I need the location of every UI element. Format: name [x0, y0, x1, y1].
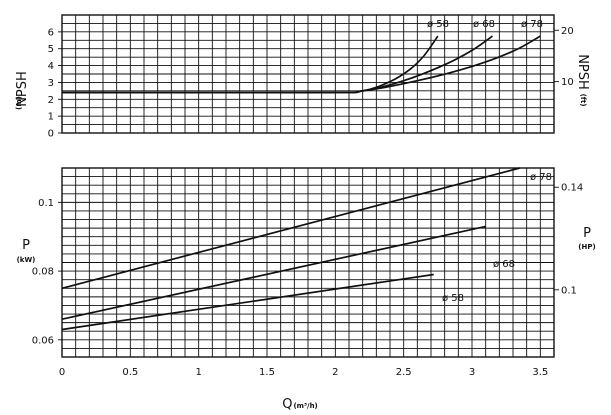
power-frame	[61, 167, 555, 358]
power-curves: ø 78 ø 68 ø 58	[61, 167, 552, 331]
x-tick-label: 3	[469, 367, 475, 378]
power-curve-58	[61, 273, 434, 331]
power-curve-68	[61, 225, 486, 321]
npsh-right-axis-unit: (ft)	[579, 94, 587, 107]
power-panel: ø 78 ø 68 ø 58 0.06 0.08 0.1 0.1 0.14 0 0.5 1 1.5 2…	[17, 167, 596, 412]
y2-tick-label: 0.14	[561, 183, 583, 194]
npsh-right-axis-title: NPSH	[575, 54, 590, 90]
y-tick-label: 0.1	[38, 198, 54, 209]
y-tick-label: 6	[48, 27, 54, 38]
npsh-curve-label-78: ø 78	[521, 19, 543, 30]
npsh-curve-58	[61, 35, 439, 94]
y-tick-label: 1	[48, 112, 54, 123]
power-curve-label-78: ø 78	[530, 172, 552, 183]
power-curve-label-68: ø 68	[493, 259, 515, 270]
power-left-axis-unit: (kW)	[17, 256, 36, 264]
x-tick-label: 1	[195, 367, 201, 378]
y2-tick-label: 20	[561, 26, 574, 37]
x-tick-label: 0.5	[122, 367, 138, 378]
power-curve-label-58: ø 58	[442, 293, 464, 304]
y-tick-label: 5	[48, 44, 54, 55]
npsh-curve-label-58: ø 58	[427, 19, 449, 30]
y-tick-label: 0.06	[32, 335, 54, 346]
y-tick-label: 0	[48, 129, 54, 140]
npsh-panel: ø 58 ø 68 ø 78 0 1 2 3 4 5 6 10 20 NPSH (m) NPSH (…	[15, 14, 590, 140]
power-curve-78	[61, 167, 521, 290]
power-right-axis-unit: (HP)	[578, 243, 595, 251]
npsh-left-axis-title: NPSH	[15, 71, 30, 107]
power-tick-labels: 0.06 0.08 0.1 0.1 0.14 0 0.5 1 1.5 2 2.5 3 3.5	[32, 183, 584, 378]
npsh-curves: ø 58 ø 68 ø 78	[61, 19, 543, 94]
x-tick-label: 2.5	[396, 367, 412, 378]
npsh-tick-labels: 0 1 2 3 4 5 6 10 20	[48, 26, 574, 140]
npsh-curve-label-68: ø 68	[473, 19, 495, 30]
x-axis-title: Q(m³/h)	[282, 397, 318, 412]
x-tick-label: 0	[59, 367, 65, 378]
npsh-frame	[61, 14, 555, 134]
npsh-left-axis-unit: (m)	[15, 96, 23, 110]
power-right-axis-title: P	[583, 226, 591, 241]
x-tick-label: 3.5	[532, 367, 548, 378]
y-tick-label: 3	[48, 78, 54, 89]
npsh-grid	[62, 15, 554, 133]
npsh-curve-78	[61, 35, 541, 94]
x-tick-label: 2	[332, 367, 338, 378]
y-tick-label: 0.08	[32, 267, 54, 278]
x-tick-label: 1.5	[259, 367, 275, 378]
y2-tick-label: 0.1	[561, 285, 577, 296]
y-tick-label: 2	[48, 95, 54, 106]
power-grid	[62, 168, 554, 357]
power-left-axis-title: P	[22, 238, 30, 253]
npsh-curve-68	[61, 35, 493, 94]
y2-tick-label: 10	[561, 77, 574, 88]
y-tick-label: 4	[48, 61, 54, 72]
